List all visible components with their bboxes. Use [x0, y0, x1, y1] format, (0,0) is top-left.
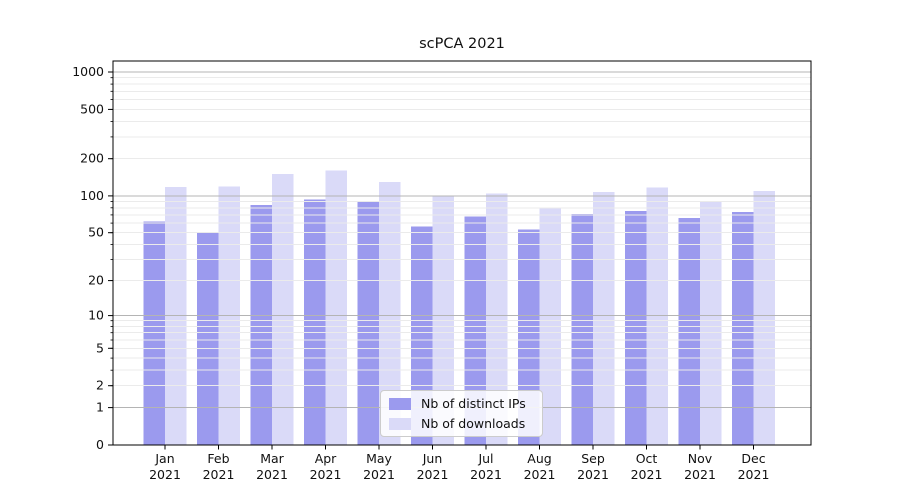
bar-distinct-ips-sep	[571, 214, 593, 445]
x-tick-label-month: May	[366, 451, 392, 466]
bar-distinct-ips-apr	[304, 199, 326, 445]
bar-distinct-ips-jul	[464, 216, 486, 445]
legend-label-downloads: Nb of downloads	[421, 416, 526, 431]
bar-distinct-ips-feb	[197, 232, 219, 445]
x-tick-label-month: Apr	[315, 451, 337, 466]
x-tick-label-year: 2021	[684, 467, 716, 482]
x-tick-label-year: 2021	[203, 467, 235, 482]
x-tick-label-year: 2021	[310, 467, 342, 482]
y-tick-label: 1	[96, 400, 104, 415]
y-tick-label: 50	[88, 225, 104, 240]
legend-swatch-downloads	[389, 417, 411, 430]
x-tick-label-year: 2021	[149, 467, 181, 482]
x-tick-label-month: Sep	[581, 451, 605, 466]
legend-swatch-distinct-ips	[389, 397, 411, 410]
x-tick-label-month: Aug	[527, 451, 551, 466]
x-tick-label-month: Oct	[636, 451, 658, 466]
legend-item-downloads: Nb of downloads	[389, 416, 534, 431]
y-tick-label: 2	[96, 378, 104, 393]
y-tick-label: 1000	[72, 64, 104, 79]
bar-downloads-mar	[272, 174, 294, 445]
y-tick-label: 500	[80, 101, 104, 116]
bar-distinct-ips-mar	[250, 205, 272, 445]
bar-distinct-ips-may	[357, 201, 379, 445]
x-tick-label-year: 2021	[738, 467, 770, 482]
y-tick-label: 10	[88, 308, 104, 323]
chart-title: scPCA 2021	[419, 36, 505, 52]
legend-label-distinct-ips: Nb of distinct IPs	[421, 396, 526, 411]
bar-downloads-sep	[593, 192, 615, 445]
x-tick-label-year: 2021	[256, 467, 288, 482]
x-tick-label-month: Mar	[260, 451, 284, 466]
bar-downloads-apr	[325, 170, 347, 445]
bar-distinct-ips-dec	[732, 211, 754, 445]
bar-downloads-nov	[700, 200, 722, 445]
y-tick-label: 5	[96, 340, 104, 355]
x-tick-label-year: 2021	[524, 467, 556, 482]
y-tick-label: 100	[80, 188, 104, 203]
plot-frame	[112, 60, 812, 446]
x-tick-label-month: Jun	[422, 451, 443, 466]
x-tick-label-year: 2021	[417, 467, 449, 482]
x-tick-label-year: 2021	[577, 467, 609, 482]
x-tick-label-year: 2021	[631, 467, 663, 482]
y-tick-label: 20	[88, 273, 104, 288]
x-tick-label-month: Jul	[477, 451, 493, 466]
bar-distinct-ips-oct	[625, 211, 647, 445]
legend-item-distinct-ips: Nb of distinct IPs	[389, 396, 534, 411]
bar-distinct-ips-nov	[678, 218, 700, 445]
x-tick-label-month: Feb	[207, 451, 229, 466]
x-tick-label-month: Jan	[154, 451, 174, 466]
bar-downloads-may	[379, 181, 401, 446]
legend: Nb of distinct IPs Nb of downloads	[380, 390, 543, 437]
x-tick-label-month: Dec	[741, 451, 765, 466]
bar-downloads-oct	[646, 187, 668, 445]
x-tick-label-month: Nov	[688, 451, 713, 466]
y-tick-label: 200	[80, 151, 104, 166]
bar-downloads-jul	[486, 193, 508, 445]
y-tick-label: 0	[96, 437, 104, 452]
bar-downloads-dec	[753, 190, 775, 445]
x-tick-label-year: 2021	[470, 467, 502, 482]
x-tick-label-year: 2021	[363, 467, 395, 482]
